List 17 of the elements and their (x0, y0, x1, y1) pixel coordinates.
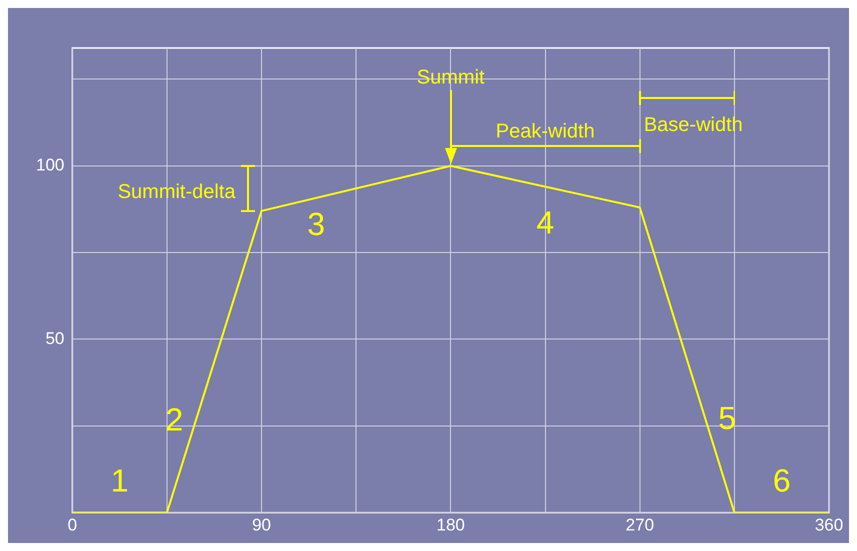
x-tick-label: 90 (252, 515, 271, 534)
annotation: 1 (110, 462, 129, 498)
x-tick-label: 0 (68, 515, 78, 534)
x-tick-label: 360 (814, 515, 844, 534)
annotation: Peak-width (496, 120, 595, 142)
annotation: 6 (772, 462, 791, 498)
annotation: 4 (536, 204, 554, 241)
annotation: Summit (416, 66, 486, 88)
annotation: 2 (165, 402, 184, 438)
annotation: 5 (718, 400, 736, 436)
x-tick-label: 180 (436, 515, 465, 534)
annotation: Base-width (644, 114, 743, 136)
annotation: Summit-delta (118, 180, 236, 203)
x-tick-label: 270 (626, 515, 654, 534)
annotation: 3 (307, 206, 325, 242)
y-tick-label: 100 (36, 156, 64, 175)
y-tick-label: 50 (45, 328, 64, 348)
